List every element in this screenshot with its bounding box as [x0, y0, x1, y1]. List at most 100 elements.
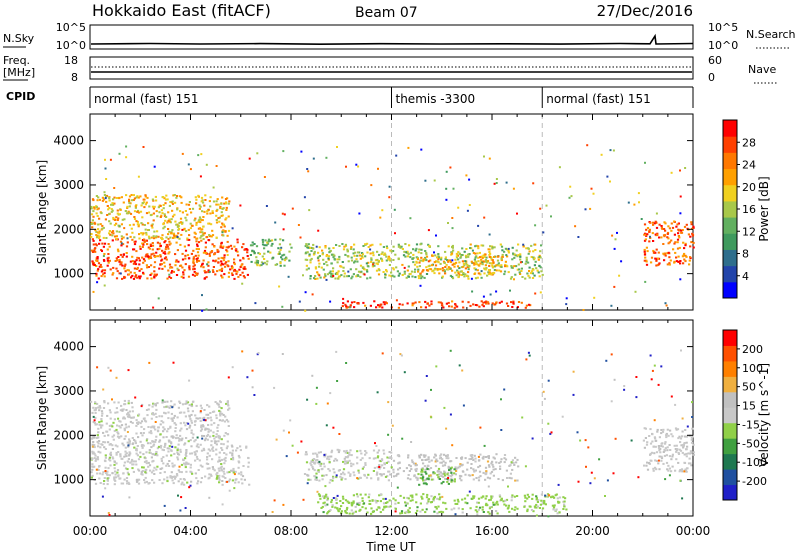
heatmap-cell	[227, 425, 230, 427]
heatmap-cell	[346, 461, 349, 464]
heatmap-cell	[503, 270, 507, 273]
heatmap-cell	[163, 446, 166, 448]
heatmap-cell	[528, 276, 531, 279]
heatmap-cell	[218, 405, 221, 408]
heatmap-cell	[371, 243, 374, 246]
heatmap-cell	[358, 254, 361, 257]
scatter-point	[443, 406, 446, 409]
heatmap-cell	[421, 468, 424, 471]
scatter-point	[582, 309, 585, 311]
heatmap-cell	[95, 423, 98, 426]
heatmap-cell	[352, 273, 355, 276]
heatmap-cell	[651, 232, 654, 235]
heatmap-cell	[668, 227, 671, 230]
heatmap-cell	[167, 219, 170, 222]
heatmap-cell	[314, 478, 317, 481]
heatmap-cell	[474, 277, 478, 280]
heatmap-cell	[476, 510, 479, 513]
heatmap-cell	[101, 269, 104, 272]
heatmap-cell	[203, 439, 207, 442]
scatter-point	[445, 170, 448, 173]
freq-label-1: Freq.	[3, 54, 30, 67]
heatmap-cell	[495, 461, 498, 464]
heatmap-cell	[179, 478, 182, 481]
heatmap-cell	[418, 483, 421, 486]
heatmap-cell	[416, 256, 419, 259]
heatmap-cell	[153, 273, 156, 276]
heatmap-cell	[442, 464, 445, 467]
colorbar-swatch	[723, 360, 737, 377]
heatmap-cell	[159, 472, 162, 474]
heatmap-cell	[346, 255, 349, 258]
heatmap-cell	[96, 402, 99, 405]
heatmap-cell	[487, 464, 491, 467]
heatmap-cell	[341, 502, 345, 504]
heatmap-cell	[489, 472, 492, 475]
heatmap-cell	[176, 207, 179, 210]
heatmap-cell	[102, 273, 105, 276]
heatmap-cell	[211, 210, 214, 213]
heatmap-cell	[655, 460, 658, 462]
scatter-point	[221, 231, 224, 234]
scatter-point	[304, 309, 307, 312]
y-tick-label: 4000	[53, 134, 84, 148]
heatmap-cell	[532, 268, 535, 271]
scatter-point	[101, 495, 104, 498]
heatmap-cell	[357, 302, 360, 305]
heatmap-cell	[237, 481, 240, 484]
scatter-point	[200, 153, 203, 156]
heatmap-cell	[323, 262, 326, 265]
colorbar-swatch	[723, 168, 737, 186]
heatmap-cell	[414, 468, 417, 471]
scatter-point	[395, 154, 398, 157]
heatmap-cell	[304, 258, 307, 261]
heatmap-cell	[687, 233, 690, 236]
heatmap-cell	[130, 276, 133, 279]
heatmap-cell	[102, 198, 106, 201]
heatmap-cell	[219, 246, 222, 249]
scatter-point	[148, 211, 151, 214]
heatmap-cell	[204, 437, 207, 440]
heatmap-cell	[488, 512, 491, 515]
heatmap-cell	[418, 456, 421, 459]
heatmap-cell	[479, 273, 482, 276]
heatmap-cell	[380, 303, 383, 306]
heatmap-cell	[128, 410, 131, 413]
heatmap-cell	[131, 421, 134, 424]
heatmap-cell	[226, 403, 229, 406]
heatmap-cell	[185, 203, 188, 206]
heatmap-cell	[104, 454, 107, 457]
nsky-right-tick-top: 10^5	[708, 21, 738, 34]
heatmap-cell	[163, 241, 166, 244]
heatmap-cell	[653, 436, 656, 439]
heatmap-cell	[182, 458, 185, 461]
heatmap-cell	[127, 481, 130, 484]
heatmap-cell	[208, 467, 211, 470]
heatmap-cell	[154, 439, 157, 441]
heatmap-cell	[395, 266, 398, 269]
scatter-point	[381, 352, 384, 355]
scatter-point	[300, 440, 303, 443]
heatmap-cell	[427, 498, 431, 501]
heatmap-cell	[675, 225, 678, 228]
heatmap-cell	[163, 250, 166, 253]
heatmap-cell	[102, 236, 105, 239]
heatmap-cell	[347, 275, 350, 278]
heatmap-cell	[122, 408, 125, 411]
heatmap-cell	[164, 444, 167, 447]
colorbar-swatch	[723, 484, 737, 501]
heatmap-cell	[184, 216, 187, 219]
heatmap-cell	[95, 236, 99, 239]
heatmap-cell	[546, 493, 550, 496]
heatmap-cell	[529, 505, 532, 508]
heatmap-cell	[221, 458, 224, 461]
heatmap-cell	[664, 254, 667, 257]
heatmap-cell	[679, 260, 682, 262]
heatmap-cell	[421, 467, 424, 470]
heatmap-cell	[155, 451, 158, 453]
heatmap-cell	[354, 251, 357, 254]
heatmap-cell	[150, 236, 153, 239]
cpid-segment-label: themis -3300	[396, 92, 476, 106]
scatter-point	[451, 217, 454, 219]
heatmap-cell	[487, 457, 490, 460]
